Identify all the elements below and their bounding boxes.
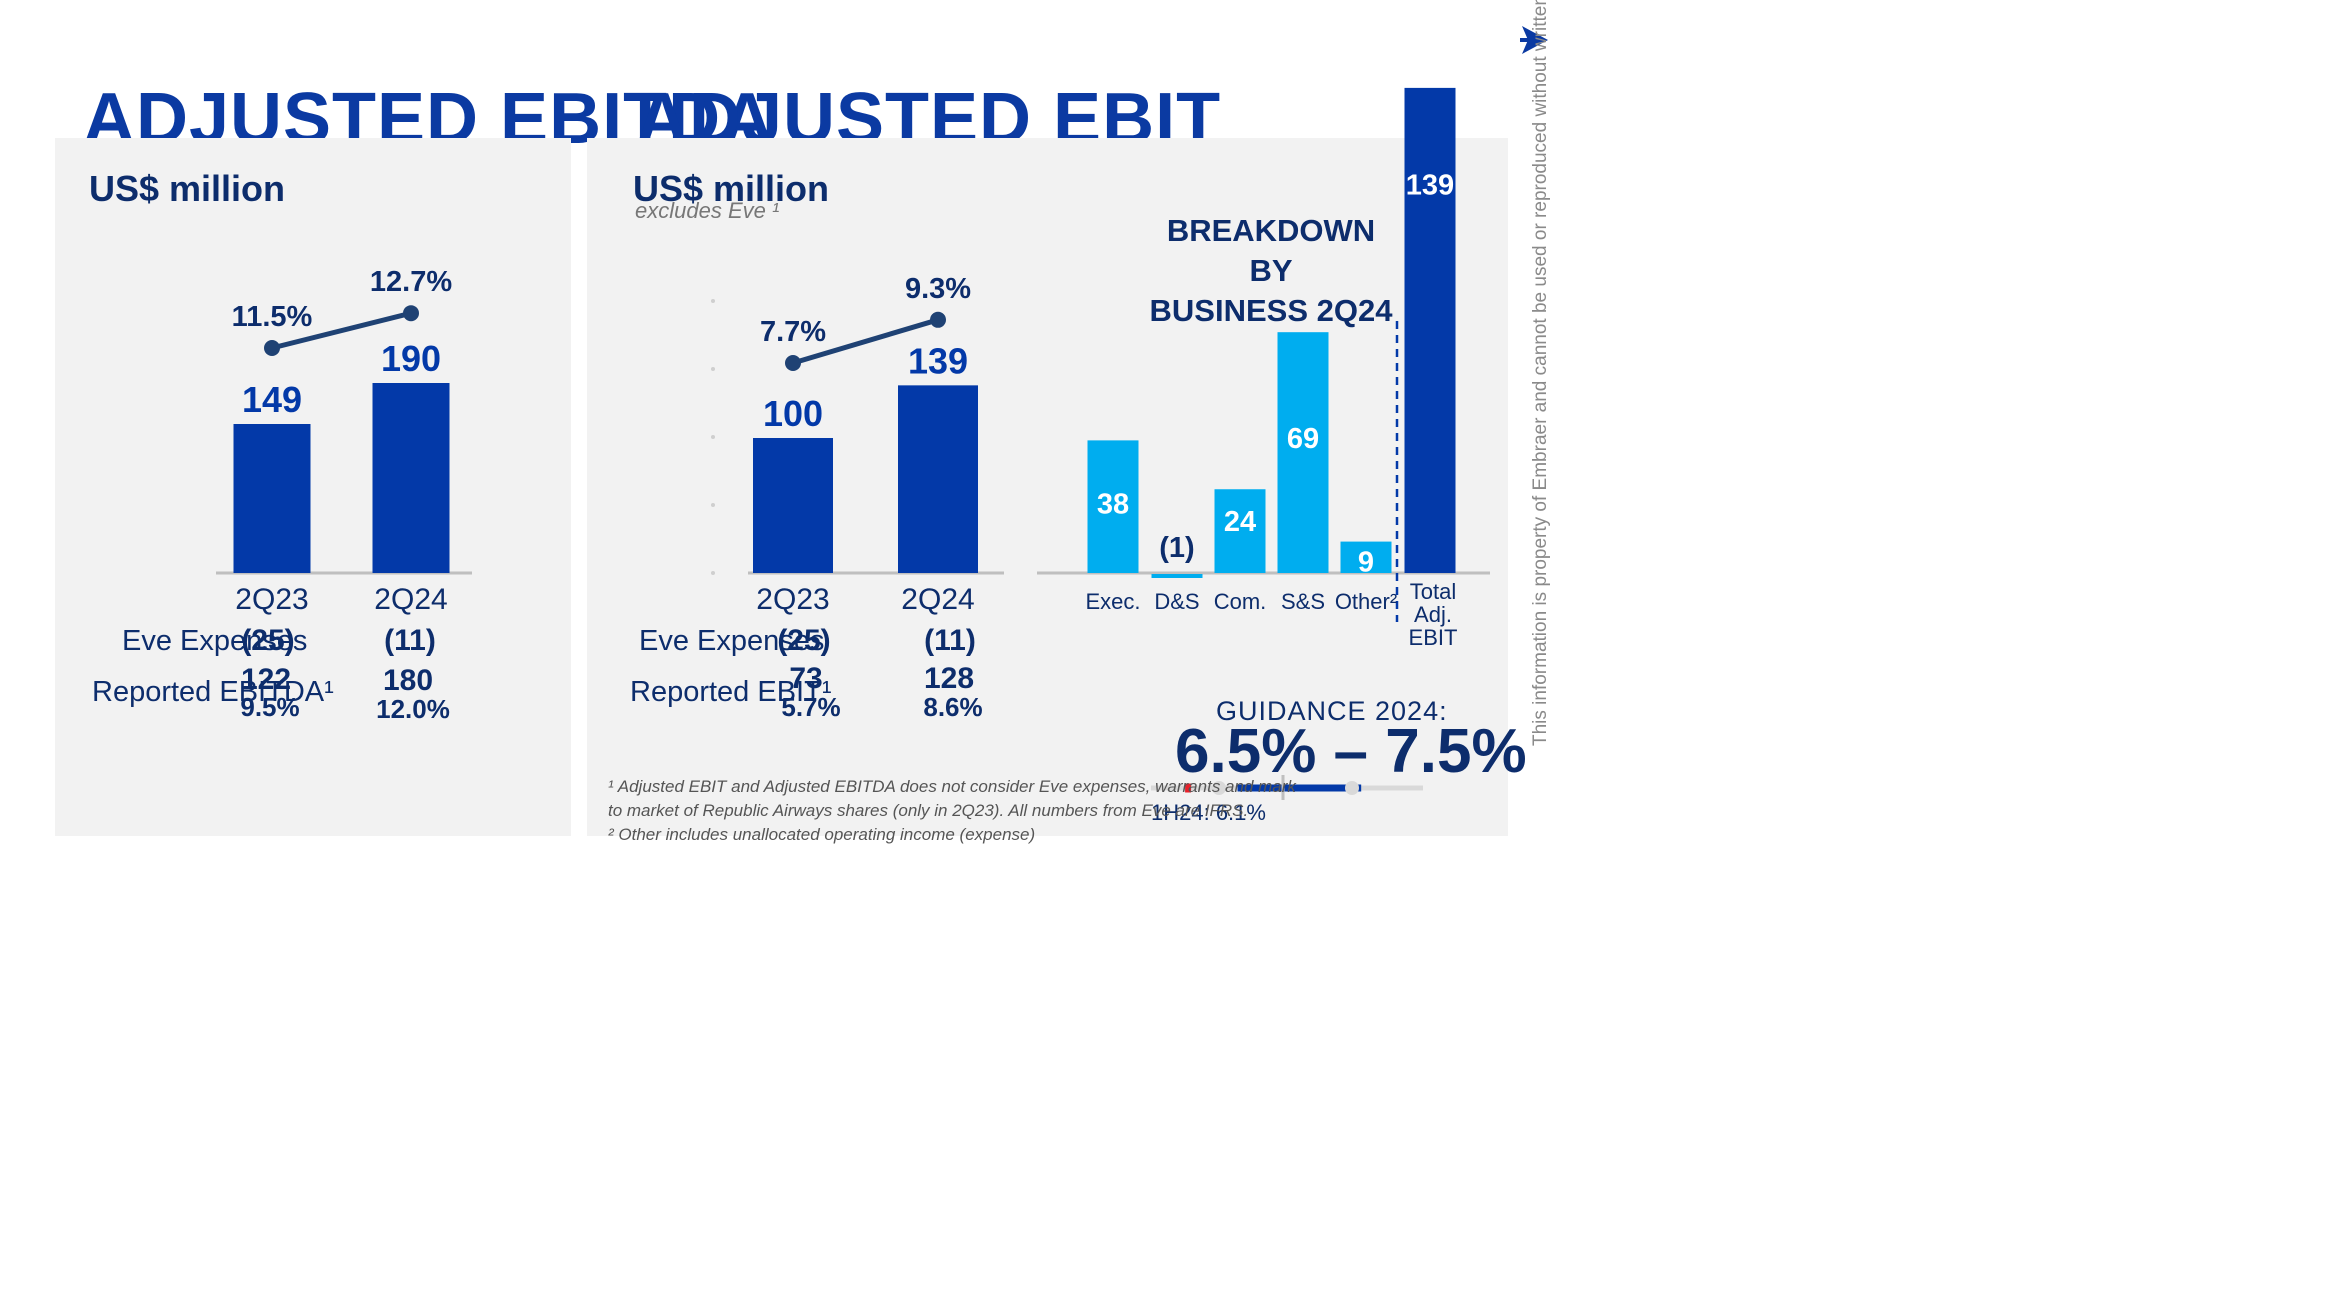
ebitda-reported-2q23: 122 [240, 663, 292, 696]
footnote-line-3: ² Other includes unallocated operating i… [608, 825, 1036, 844]
ebit-value-label-2q24: 139 [908, 340, 968, 381]
breakdown-category-exec: Exec. [1085, 589, 1140, 614]
ebit-unit: US$ million [633, 168, 830, 209]
ebitda-eve-2q23: (25) [241, 624, 295, 657]
ebit-panel [587, 138, 1508, 836]
ebitda-eve-label: Eve Expenses [122, 625, 308, 657]
footnote-line-1: ¹ Adjusted EBIT and Adjusted EBITDA does… [608, 777, 1296, 796]
ebit-eve-label: Eve Expenses [639, 625, 825, 657]
ebit-reported-2q24: 128 [923, 662, 975, 695]
gauge-knob-left [1212, 781, 1226, 795]
breakdown-value-ss: 69 [1287, 423, 1319, 455]
ebit-eve-2q24: (11) [924, 624, 976, 657]
ebitda-category-2q24: 2Q24 [374, 583, 447, 616]
breakdown-title-line1: BREAKDOWN BY [1166, 213, 1376, 288]
ebitda-bar-2q24 [372, 383, 450, 573]
ebitda-panel [55, 138, 571, 836]
breakdown-bar-ss [1277, 332, 1329, 573]
breakdown-category-ds: D&S [1154, 589, 1199, 614]
ebitda-reported-margin-2q23: 9.5% [240, 692, 300, 722]
guidance-gauge [1151, 775, 1423, 800]
ebitda-value-label-2q24: 190 [381, 338, 441, 379]
ebitda-margin-line [271, 310, 412, 351]
breakdown-value-other: 9 [1358, 546, 1374, 578]
guidance-label: GUIDANCE 2024: [1216, 696, 1448, 726]
breakdown-bar-ds [1151, 574, 1203, 578]
ebitda-margin-label-2q23: 11.5% [232, 301, 313, 333]
ebit-bar-2q23 [753, 438, 833, 573]
ebitda-bar-2q23 [233, 424, 311, 573]
arrow-logo-icon [1520, 26, 1548, 54]
ebit-eve-2q23: (25) [777, 624, 831, 657]
breakdown-category-ss: S&S [1281, 589, 1325, 614]
ebit-faint-ticks [711, 299, 715, 575]
breakdown-category-total-line-2: EBIT [1409, 625, 1458, 650]
ebit-chart: 100 139 7.7% 9.3% 2Q23 2Q24 [711, 273, 1004, 616]
gauge-actual-marker [1185, 783, 1192, 793]
ebitda-margin-dot-2q24 [403, 305, 419, 322]
breakdown-chart: 38 (1) 24 69 9 139 Exec. D&S Com. S&S Ot… [1037, 87, 1490, 650]
ebitda-reported-margin-2q24: 12.0% [376, 694, 450, 724]
ebitda-chart: 149 190 11.5% 12.7% 2Q23 2Q24 [216, 266, 472, 616]
breakdown-category-com: Com. [1214, 589, 1267, 614]
breakdown-value-com: 24 [1224, 506, 1256, 538]
ebit-margin-label-2q24: 9.3% [905, 273, 971, 305]
ebitda-margin-dot-2q23 [264, 340, 280, 356]
breakdown-bar-exec [1087, 440, 1139, 573]
ebit-reported-2q23: 73 [789, 662, 823, 695]
ebitda-value-label-2q23: 149 [242, 379, 302, 420]
ebit-category-2q24: 2Q24 [901, 583, 974, 616]
ebitda-eve-2q24: (11) [384, 624, 436, 657]
ebit-bar-2q24 [898, 385, 978, 573]
ebitda-category-2q23: 2Q23 [235, 583, 308, 616]
ebit-reported-label: Reported EBIT¹ [630, 676, 832, 708]
ebit-value-label-2q23: 100 [763, 393, 823, 434]
ebit-margin-dot-2q23 [785, 355, 801, 371]
guidance-value: 6.5% – 7.5% [1175, 717, 1527, 786]
ebitda-reported-2q24: 180 [382, 664, 434, 697]
breakdown-category-total-line-1: Adj. [1414, 602, 1452, 627]
ebit-reported-margin-2q24: 8.6% [923, 692, 983, 722]
ebit-margin-dot-2q24 [930, 311, 946, 328]
footnotes: ¹ Adjusted EBIT and Adjusted EBITDA does… [608, 775, 1296, 847]
ebitda-margin-label-2q24: 12.7% [370, 266, 452, 298]
breakdown-title: BREAKDOWN BY BUSINESS 2Q24 [1141, 211, 1401, 331]
breakdown-value-exec: 38 [1097, 488, 1129, 520]
guidance-actual-label: 1H24: 6.1% [1151, 800, 1266, 825]
ebit-margin-line [792, 317, 939, 366]
breakdown-bar-com [1214, 489, 1266, 573]
ebit-category-2q23: 2Q23 [756, 583, 829, 616]
ebit-subtitle: excludes Eve ¹ [635, 198, 780, 223]
breakdown-category-other: Other² [1335, 589, 1397, 614]
breakdown-category-total-line-0: Total [1410, 579, 1456, 604]
breakdown-bar-total [1404, 87, 1456, 573]
breakdown-value-ds: (1) [1159, 532, 1194, 564]
breakdown-value-total: 139 [1406, 170, 1454, 202]
ebit-margin-label-2q23: 7.7% [760, 316, 826, 348]
breakdown-title-line2: BUSINESS 2Q24 [1149, 293, 1393, 328]
breakdown-category-total: Total Adj. EBIT [1409, 579, 1458, 650]
footnote-line-2: to market of Republic Airways shares (on… [608, 801, 1249, 820]
breakdown-bar-other [1340, 541, 1392, 573]
ebitda-unit: US$ million [89, 168, 286, 209]
ebit-reported-margin-2q23: 5.7% [781, 692, 841, 722]
ebitda-reported-label: Reported EBITDA¹ [92, 676, 334, 708]
gauge-knob-right [1345, 781, 1359, 795]
